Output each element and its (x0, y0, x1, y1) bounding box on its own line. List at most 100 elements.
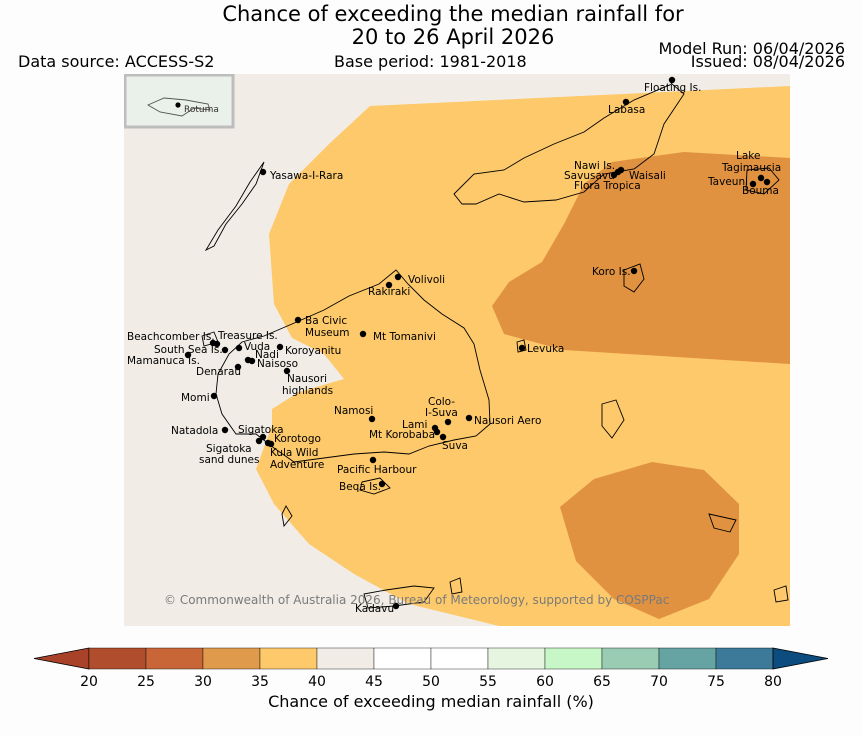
issued-date: Issued: 08/04/2026 (690, 52, 845, 71)
place-label: Museum (305, 327, 350, 339)
place-marker (255, 437, 263, 445)
place-label: Tagimaucia (721, 162, 781, 174)
map-panel[interactable]: Rotuma Floating Is. Labasa Nawi Is. Savusav… (124, 74, 790, 626)
place-label: Denarau (196, 366, 241, 378)
place-marker (369, 456, 377, 464)
place-label: highlands (282, 385, 333, 397)
lau-island-1 (708, 513, 737, 533)
place-label: Taveuni (707, 176, 748, 188)
place-label: Flora Tropica (574, 180, 641, 192)
place-momi: Momi (181, 392, 218, 404)
colorbar-tick-label: 55 (479, 674, 497, 690)
place-marker (184, 351, 192, 359)
taveuni-coast (745, 167, 780, 195)
place-label: Namosi (334, 405, 373, 417)
place-label: Labasa (608, 104, 645, 116)
colorbar-label: Chance of exceeding median rainfall (%) (268, 692, 594, 711)
place-pacific-harbour: Pacific Harbour (337, 456, 417, 476)
place-label: Nausori (287, 373, 327, 385)
colorbar-segment (373, 647, 432, 670)
place-label: Sigatoka (206, 443, 252, 455)
place-marker (234, 363, 242, 371)
place-label: Savusavu (564, 170, 615, 182)
place-flora-tropica: Flora Tropica (574, 180, 641, 192)
place-label: Rakiraki (368, 286, 410, 298)
place-marker (630, 267, 638, 275)
rotuma-inset: Rotuma (124, 74, 235, 129)
place-label: Vuda (244, 341, 270, 353)
place-label: Mt Korobaba (369, 429, 435, 441)
place-label: Nawi Is. (574, 160, 615, 172)
colorbar-segment (202, 647, 261, 670)
kadavu-coast (363, 585, 435, 609)
moala-coast (449, 577, 463, 595)
place-sigatoka: Sigatoka (238, 424, 284, 441)
colorbar-segment (88, 647, 147, 670)
place-bouma: Bouma (742, 178, 779, 197)
place-mt-korobaba: Mt Korobaba (369, 428, 441, 441)
place-marker (668, 76, 676, 84)
map-title-line1: Chance of exceeding the median rainfall … (222, 2, 684, 26)
colorbar-tick-label: 40 (308, 674, 326, 690)
colorbar-tick-label: 25 (137, 674, 155, 690)
colorbar-segment (658, 647, 717, 670)
place-nadi: Nadi (244, 349, 279, 364)
place-volivoli: Volivoli (394, 273, 445, 286)
probability-band-30-35-se (560, 462, 739, 619)
place-yasawa-i-rara: Yasawa-I-Rara (259, 168, 343, 182)
place-label: Beqa Is. (339, 481, 381, 493)
viti-levu-coast (215, 269, 491, 463)
place-kadavu: Kadavu (355, 602, 400, 615)
place-marker (392, 602, 400, 610)
place-label: Lake (736, 150, 760, 162)
place-marker (433, 428, 441, 436)
place-marker (518, 344, 526, 352)
colorbar-tick-label: 30 (194, 674, 212, 690)
place-marker (622, 98, 630, 106)
place-natadola: Natadola (171, 425, 229, 437)
place-marker (465, 414, 473, 422)
place-namosi: Namosi (334, 405, 376, 423)
colorbar-segment (145, 647, 204, 670)
place-denarau: Denarau (196, 363, 242, 378)
place-label: Pacific Harbour (337, 464, 417, 476)
place-label: Treasure Is. (217, 330, 278, 342)
base-period: Base period: 1981-2018 (334, 52, 527, 71)
place-mt-tomanivi: Mt Tomanivi (359, 330, 436, 343)
place-marker (394, 273, 402, 281)
place-marker (439, 433, 447, 441)
place-marker (749, 180, 757, 188)
place-marker (221, 426, 229, 434)
place-waisali: Waisali (614, 168, 666, 182)
colorbar-tick-label: 75 (707, 674, 725, 690)
place-labasa: Labasa (608, 98, 645, 116)
place-marker (210, 392, 218, 400)
place-label: Waisali (629, 170, 666, 182)
colorbar-tick-label: 50 (422, 674, 440, 690)
place-rakiraki: Rakiraki (368, 281, 410, 298)
place-floating-is: Floating Is. (644, 76, 701, 94)
place-taveuni: Taveuni (707, 176, 757, 188)
model-run: Model Run: 06/04/2026 (658, 39, 846, 58)
colorbar-tick-label: 35 (251, 674, 269, 690)
colorbar-extend-high (772, 647, 829, 670)
place-label: Lami (402, 419, 427, 431)
koro-is-coast (623, 263, 645, 293)
colorbar-segment (601, 647, 660, 670)
place-marker (259, 433, 267, 441)
place-label: I-Suva (425, 407, 458, 419)
place-mamanuca-is: Mamanuca Is. (127, 351, 200, 367)
place-marker (763, 178, 771, 186)
place-marker (368, 415, 376, 423)
colorbar-segment (316, 647, 375, 670)
place-marker (757, 174, 765, 182)
place-treasure-is: Treasure Is. (213, 330, 278, 348)
place-marker (385, 281, 393, 289)
place-label: Natadola (171, 425, 218, 437)
gau-coast (601, 399, 625, 439)
place-south-sea-is: South Sea Is. (154, 344, 229, 356)
vatulele-coast (281, 505, 293, 528)
place-marker (213, 340, 221, 348)
